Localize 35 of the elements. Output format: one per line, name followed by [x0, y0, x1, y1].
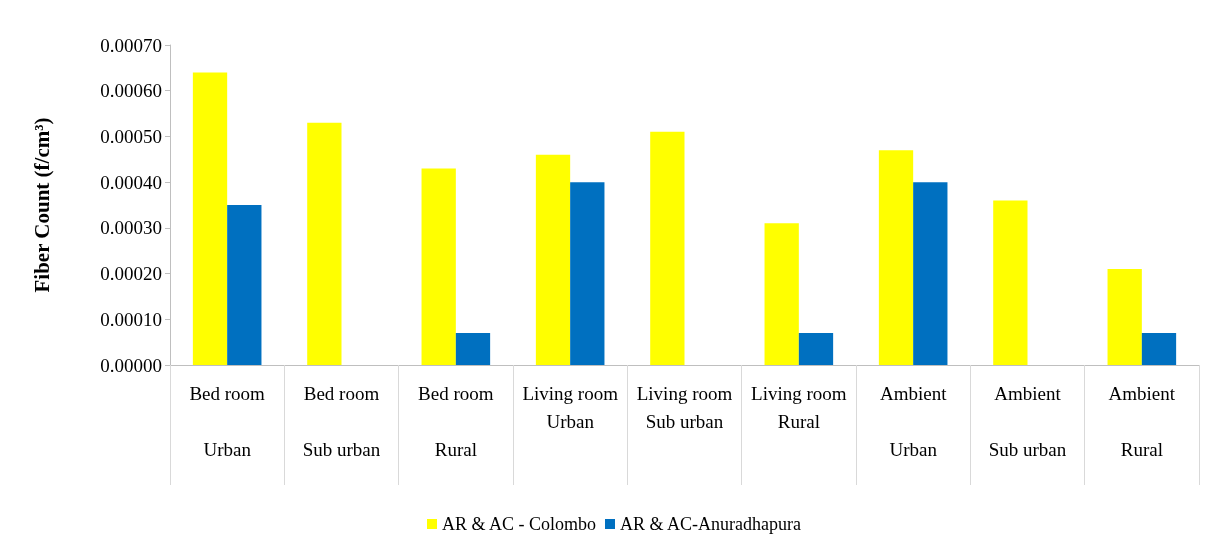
bar [307, 122, 342, 365]
bar [650, 131, 685, 365]
bar [764, 223, 799, 365]
category-label: Ambient Rural [1108, 382, 1176, 460]
y-tick-label: 0.00010 [100, 308, 162, 330]
bar [878, 150, 914, 365]
bar [1107, 269, 1142, 365]
legend-label: AR & AC - Colombo [442, 514, 597, 534]
bar [798, 333, 834, 365]
bar [535, 154, 571, 365]
bar [455, 333, 491, 365]
legend-label: AR & AC-Anuradhapura [620, 514, 801, 534]
y-tick-label: 0.00050 [100, 125, 162, 147]
category-label: Ambient Urban [879, 382, 947, 460]
x-tick-label: Living room Sub urban [636, 382, 733, 432]
bar [421, 168, 456, 365]
bar [227, 205, 262, 365]
y-tick-label: 0.00020 [100, 263, 162, 285]
y-tick-label: 0.00060 [100, 80, 162, 102]
bar [993, 200, 1028, 365]
bar [570, 182, 605, 365]
x-tick-label: Living room Rural [751, 382, 847, 432]
category-label: Bed room Rural [418, 382, 494, 460]
category-label: Bed room Sub urban [302, 382, 381, 460]
category-label: Ambient Sub urban [988, 382, 1067, 460]
y-tick-label: 0.00040 [100, 171, 162, 193]
bar [192, 72, 228, 365]
y-tick-label: 0.00000 [100, 354, 162, 376]
y-tick-label: 0.00030 [100, 217, 162, 239]
y-tick-label: 0.00070 [100, 34, 162, 56]
bar [913, 182, 948, 365]
bar [1141, 333, 1177, 365]
x-tick-label: Living room Urban [522, 382, 619, 432]
y-axis-title: Fiber Count (f/cm³) [29, 117, 54, 293]
category-label: Bed room Urban [189, 382, 265, 460]
